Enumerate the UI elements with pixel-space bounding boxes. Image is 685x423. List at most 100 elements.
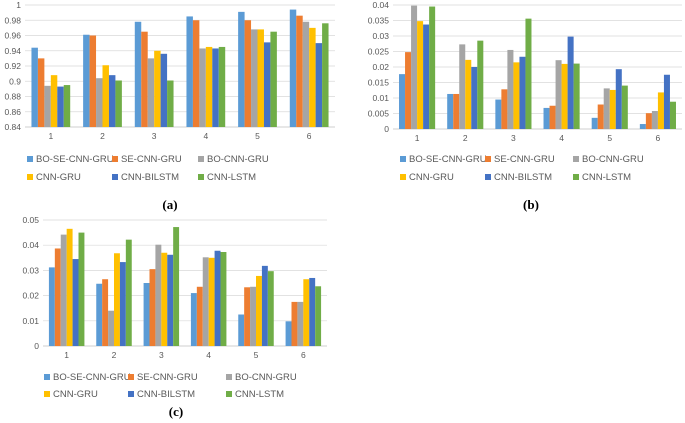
legend-swatch bbox=[573, 174, 579, 180]
legend-entry: BO-SE-CNN-GRU bbox=[409, 154, 487, 165]
bar-bo-se-cnn-gru-cat-6 bbox=[639, 124, 646, 129]
legend-swatch bbox=[128, 374, 134, 380]
panel-label: (a) bbox=[162, 197, 177, 212]
bar-cnn-gru-cat-1 bbox=[50, 75, 58, 127]
bar-bo-se-cnn-gru-cat-3 bbox=[134, 21, 142, 127]
bar-se-cnn-gru-cat-2 bbox=[453, 93, 460, 129]
bar-se-cnn-gru-cat-5 bbox=[244, 20, 252, 127]
bar-se-cnn-gru-cat-1 bbox=[37, 58, 45, 127]
x-tick-label: 4 bbox=[206, 350, 211, 360]
bar-bo-cnn-gru-cat-4 bbox=[555, 60, 562, 129]
bar-bo-cnn-gru-cat-5 bbox=[250, 286, 256, 346]
bar-cnn-bilstm-cat-6 bbox=[315, 43, 323, 127]
y-tick-label: 0.005 bbox=[368, 109, 390, 119]
bar-cnn-gru-cat-6 bbox=[657, 92, 664, 129]
bar-cnn-bilstm-cat-6 bbox=[663, 74, 670, 129]
bar-se-cnn-gru-cat-6 bbox=[291, 301, 298, 346]
legend-swatch bbox=[44, 374, 50, 380]
x-tick-label: 6 bbox=[656, 133, 661, 143]
y-tick-label: 0.025 bbox=[368, 47, 390, 57]
bar-cnn-bilstm-cat-4 bbox=[214, 250, 221, 346]
bar-bo-se-cnn-gru-cat-1 bbox=[48, 267, 55, 346]
x-tick-label: 6 bbox=[301, 350, 306, 360]
bar-se-cnn-gru-cat-5 bbox=[597, 104, 604, 129]
bar-bo-cnn-gru-cat-5 bbox=[603, 88, 610, 129]
x-tick-label: 3 bbox=[511, 133, 516, 143]
y-tick-label: 0.96 bbox=[4, 31, 21, 41]
legend-entry: CNN-GRU bbox=[53, 389, 98, 400]
x-tick-label: 2 bbox=[463, 133, 468, 143]
bar-bo-se-cnn-gru-cat-4 bbox=[190, 293, 197, 346]
bar-cnn-gru-cat-2 bbox=[114, 253, 120, 346]
bar-bo-se-cnn-gru-cat-3 bbox=[143, 283, 150, 346]
y-tick-label: 0.04 bbox=[372, 0, 389, 10]
y-tick-label: 0 bbox=[384, 124, 389, 134]
y-tick-label: 0.04 bbox=[22, 240, 39, 250]
bar-cnn-lstm-cat-6 bbox=[669, 101, 676, 129]
y-tick-label: 0.94 bbox=[4, 46, 21, 56]
bar-cnn-lstm-cat-2 bbox=[477, 40, 484, 129]
bar-cnn-lstm-cat-3 bbox=[167, 80, 174, 127]
x-tick-label: 3 bbox=[152, 131, 157, 141]
bar-cnn-bilstm-cat-1 bbox=[57, 86, 64, 127]
legend-swatch bbox=[573, 156, 579, 162]
bar-cnn-bilstm-cat-5 bbox=[261, 265, 268, 346]
y-tick-label: 0.03 bbox=[372, 31, 389, 41]
bar-cnn-lstm-cat-3 bbox=[525, 18, 532, 129]
legend-entry: CNN-GRU bbox=[36, 172, 81, 183]
bar-bo-cnn-gru-cat-5 bbox=[251, 29, 258, 127]
y-tick-label: 0.03 bbox=[22, 265, 39, 275]
bar-bo-cnn-gru-cat-3 bbox=[147, 58, 155, 127]
bar-bo-se-cnn-gru-cat-3 bbox=[495, 99, 502, 129]
bar-cnn-lstm-cat-1 bbox=[78, 232, 85, 346]
bar-se-cnn-gru-cat-4 bbox=[196, 286, 203, 346]
bar-cnn-bilstm-cat-3 bbox=[160, 53, 168, 127]
y-tick-label: 0.05 bbox=[22, 215, 39, 225]
y-tick-label: 0.88 bbox=[4, 92, 21, 102]
bar-cnn-gru-cat-5 bbox=[257, 29, 264, 127]
bar-cnn-lstm-cat-6 bbox=[315, 286, 322, 346]
y-tick-label: 0 bbox=[34, 341, 39, 351]
bar-se-cnn-gru-cat-1 bbox=[405, 52, 412, 130]
legend-entry: BO-CNN-GRU bbox=[207, 154, 269, 165]
bar-bo-cnn-gru-cat-1 bbox=[44, 85, 51, 127]
bar-cnn-bilstm-cat-4 bbox=[212, 48, 219, 127]
legend-entry: CNN-BILSTM bbox=[137, 389, 195, 400]
y-tick-label: 0.01 bbox=[22, 316, 39, 326]
bar-cnn-gru-cat-1 bbox=[417, 21, 424, 129]
bar-bo-se-cnn-gru-cat-1 bbox=[31, 47, 38, 128]
x-tick-label: 5 bbox=[255, 131, 260, 141]
bar-se-cnn-gru-cat-2 bbox=[89, 35, 97, 127]
x-tick-label: 2 bbox=[112, 350, 117, 360]
bar-cnn-lstm-cat-1 bbox=[429, 6, 436, 129]
bar-cnn-gru-cat-4 bbox=[561, 63, 568, 129]
legend-entry: CNN-GRU bbox=[409, 172, 454, 183]
bar-se-cnn-gru-cat-5 bbox=[244, 287, 251, 346]
bar-bo-se-cnn-gru-cat-4 bbox=[186, 16, 193, 127]
bar-cnn-bilstm-cat-1 bbox=[72, 259, 79, 346]
bar-cnn-gru-cat-3 bbox=[154, 50, 161, 127]
legend-swatch bbox=[226, 374, 232, 380]
x-tick-label: 5 bbox=[607, 133, 612, 143]
bar-cnn-gru-cat-3 bbox=[513, 62, 520, 129]
bar-cnn-lstm-cat-6 bbox=[322, 23, 329, 127]
bar-bo-se-cnn-gru-cat-2 bbox=[83, 34, 90, 127]
legend-entry: BO-SE-CNN-GRU bbox=[36, 154, 114, 165]
legend-entry: SE-CNN-GRU bbox=[494, 154, 555, 165]
y-tick-label: 0.035 bbox=[368, 16, 390, 26]
bar-se-cnn-gru-cat-6 bbox=[296, 15, 303, 127]
chart-panel-b: 0 0.005 0.01 0.015 0.02 0.025 0.03 0.035 0.04 1 2 3… bbox=[368, 0, 682, 212]
y-tick-label: 0.98 bbox=[4, 15, 21, 25]
legend-entry: CNN-BILSTM bbox=[121, 172, 179, 183]
bar-bo-se-cnn-gru-cat-6 bbox=[285, 321, 292, 346]
legend-swatch bbox=[112, 156, 118, 162]
bar-cnn-gru-cat-5 bbox=[609, 89, 616, 129]
bar-cnn-bilstm-cat-3 bbox=[167, 254, 174, 346]
bar-bo-cnn-gru-cat-4 bbox=[199, 48, 206, 127]
bar-se-cnn-gru-cat-1 bbox=[54, 248, 61, 346]
y-tick-label: 0.01 bbox=[372, 93, 389, 103]
y-tick-label: 0.86 bbox=[4, 107, 21, 117]
x-tick-label: 6 bbox=[307, 131, 312, 141]
bar-cnn-lstm-cat-5 bbox=[267, 271, 274, 346]
bar-bo-cnn-gru-cat-2 bbox=[459, 44, 466, 130]
